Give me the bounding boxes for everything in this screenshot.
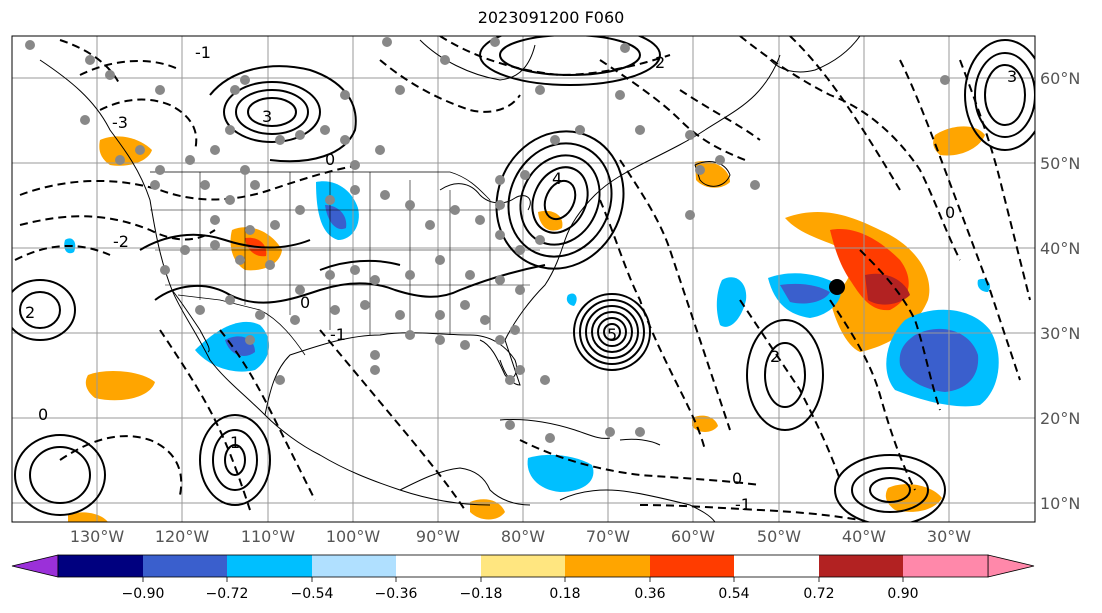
- colorbar-extend-right: [987, 554, 1035, 578]
- longitude-labels: 130°W 120°W 110°W 100°W 90°W 80°W 70°W 6…: [70, 527, 971, 546]
- negative-anomaly-region: [716, 277, 747, 327]
- contour-label: 0: [38, 405, 48, 424]
- colorbar-tick-label: 0.90: [887, 586, 918, 602]
- contour-label: 2: [655, 53, 665, 72]
- lon-label: 90°W: [416, 527, 460, 546]
- lat-label: 40°N: [1040, 239, 1080, 258]
- contour-label: -1: [330, 325, 346, 344]
- latitude-labels: 60°N 50°N 40°N 30°N 20°N 10°N: [1040, 69, 1080, 513]
- lon-label: 50°W: [757, 527, 801, 546]
- negative-anomaly-region: [899, 328, 979, 392]
- contour-label: -2: [113, 232, 129, 251]
- station-markers: [25, 37, 950, 443]
- lon-label: 110°W: [241, 527, 296, 546]
- colorbar-segment: [312, 555, 396, 577]
- colorbar-tick-label: −0.90: [122, 586, 165, 602]
- colorbar-tick-label: −0.54: [291, 586, 334, 602]
- lon-label: 30°W: [927, 527, 971, 546]
- lon-label: 130°W: [70, 527, 125, 546]
- storm-center-marker: [829, 279, 845, 295]
- positive-anomaly-region: [865, 273, 910, 305]
- lon-label: 80°W: [501, 527, 545, 546]
- colorbar-tick-label: 0.18: [549, 586, 580, 602]
- positive-anomaly-region: [68, 512, 108, 522]
- colorbar-tick-label: 0.54: [718, 586, 749, 602]
- lat-label: 50°N: [1040, 154, 1080, 173]
- colorbar-segment: [396, 555, 481, 577]
- colorbar-tick-label: −0.72: [206, 586, 249, 602]
- contour-label: 0: [732, 469, 742, 488]
- negative-anomaly-region: [566, 293, 577, 306]
- lat-label: 10°N: [1040, 494, 1080, 513]
- map-title: 2023091200 F060: [477, 8, 625, 27]
- lon-label: 60°W: [671, 527, 715, 546]
- lon-label: 40°W: [842, 527, 886, 546]
- contour-label: 5: [607, 325, 617, 344]
- contour-label: 3: [262, 107, 272, 126]
- colorbar-segment: [903, 555, 988, 577]
- positive-anomaly-region: [538, 210, 563, 231]
- negative-anomaly-region: [780, 283, 830, 304]
- contour-label: -1: [195, 43, 211, 62]
- colorbar-tick-label: 0.36: [634, 586, 665, 602]
- lon-label: 100°W: [326, 527, 381, 546]
- contour-label: -1: [735, 495, 751, 514]
- colorbar: −0.90 −0.72 −0.54 −0.36 −0.18 0.18 0.36 …: [11, 554, 1035, 602]
- colorbar-segment: [565, 555, 650, 577]
- contour-label-layer: -3 -2 -1 0 1 2 3 4 5 0 -1 0 2 3 2 0 -1 0: [25, 43, 1017, 514]
- contour-label: -3: [112, 113, 128, 132]
- contour-label: 0: [945, 203, 955, 222]
- negative-anomaly-region: [527, 454, 594, 492]
- lon-label: 120°W: [155, 527, 210, 546]
- contour-label: 2: [25, 303, 35, 322]
- colorbar-segment: [481, 555, 565, 577]
- colorbar-segment: [819, 555, 903, 577]
- colorbar-segment: [227, 555, 312, 577]
- positive-contours: [12, 36, 1035, 522]
- lat-label: 30°N: [1040, 324, 1080, 343]
- colorbar-segment: [143, 555, 227, 577]
- colorbar-tick-label: 0.72: [803, 586, 834, 602]
- contour-label: 3: [1007, 67, 1017, 86]
- colorbar-extend-left: [11, 554, 59, 578]
- contour-label: 0: [325, 150, 335, 169]
- negative-anomaly-region: [325, 205, 347, 230]
- contour-label: 4: [552, 169, 562, 188]
- colorbar-segment: [58, 555, 143, 577]
- negative-contours: [14, 36, 1031, 521]
- colorbar-tick-label: −0.18: [460, 586, 503, 602]
- contour-label: 0: [300, 293, 310, 312]
- colorbar-segment: [650, 555, 734, 577]
- lat-label: 60°N: [1040, 69, 1080, 88]
- positive-anomaly-region: [85, 370, 155, 401]
- lat-label: 20°N: [1040, 409, 1080, 428]
- lon-label: 70°W: [586, 527, 630, 546]
- colorbar-tick-label: −0.36: [375, 586, 418, 602]
- contour-label: 1: [230, 433, 240, 452]
- positive-anomaly-region: [933, 126, 985, 156]
- contour-label: 2: [770, 347, 780, 366]
